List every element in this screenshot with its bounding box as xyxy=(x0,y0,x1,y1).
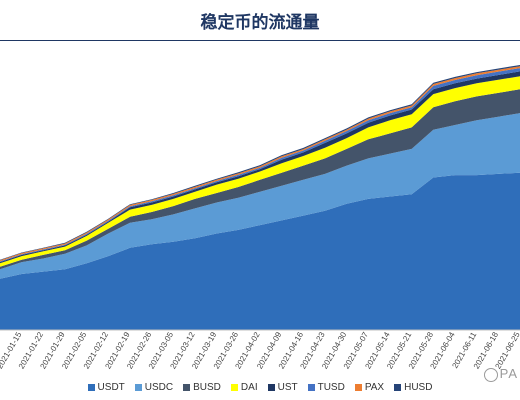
area-series-ust xyxy=(0,71,520,264)
legend-label: DAI xyxy=(240,382,258,393)
legend-item-usdt: USDT xyxy=(87,382,125,393)
legend-item-tusd: TUSD xyxy=(307,382,345,393)
watermark-logo-icon xyxy=(483,367,498,382)
legend-swatch xyxy=(134,384,142,391)
area-series-usdc xyxy=(0,113,520,279)
legend-label: USDT xyxy=(97,382,125,393)
legend-label: BUSD xyxy=(193,382,221,393)
legend-item-busd: BUSD xyxy=(183,382,221,393)
legend-item-pax: PAX xyxy=(354,382,385,393)
watermark: PA xyxy=(483,366,518,382)
legend-swatch xyxy=(87,384,95,391)
legend-item-usdc: USDC xyxy=(134,382,174,393)
legend-label: UST xyxy=(277,382,298,393)
legend-item-dai: DAI xyxy=(230,382,258,393)
legend-label: HUSD xyxy=(404,382,433,393)
legend-swatch xyxy=(354,384,362,391)
legend-label: TUSD xyxy=(317,382,345,393)
legend-swatch xyxy=(267,384,275,391)
legend-swatch xyxy=(183,384,191,391)
legend-swatch xyxy=(394,384,402,391)
legend-swatch xyxy=(230,384,238,391)
area-layer xyxy=(0,65,520,330)
area-series-busd xyxy=(0,89,520,270)
legend-label: USDC xyxy=(144,382,174,393)
legend-item-husd: HUSD xyxy=(394,382,432,393)
legend-item-ust: UST xyxy=(267,382,298,393)
area-series-usdt xyxy=(0,172,520,330)
legend-label: PAX xyxy=(364,382,385,393)
legend-swatch xyxy=(307,384,315,391)
chart-legend: USDT USDC BUSD DAI UST TUSD PAX HUSD xyxy=(0,382,520,393)
chart-title: 稳定币的流通量 xyxy=(200,13,320,33)
x-axis: 2021-01-082021-01-152021-01-222021-01-29… xyxy=(0,329,520,370)
title-divider xyxy=(0,40,520,41)
watermark-text: PA xyxy=(499,366,518,381)
